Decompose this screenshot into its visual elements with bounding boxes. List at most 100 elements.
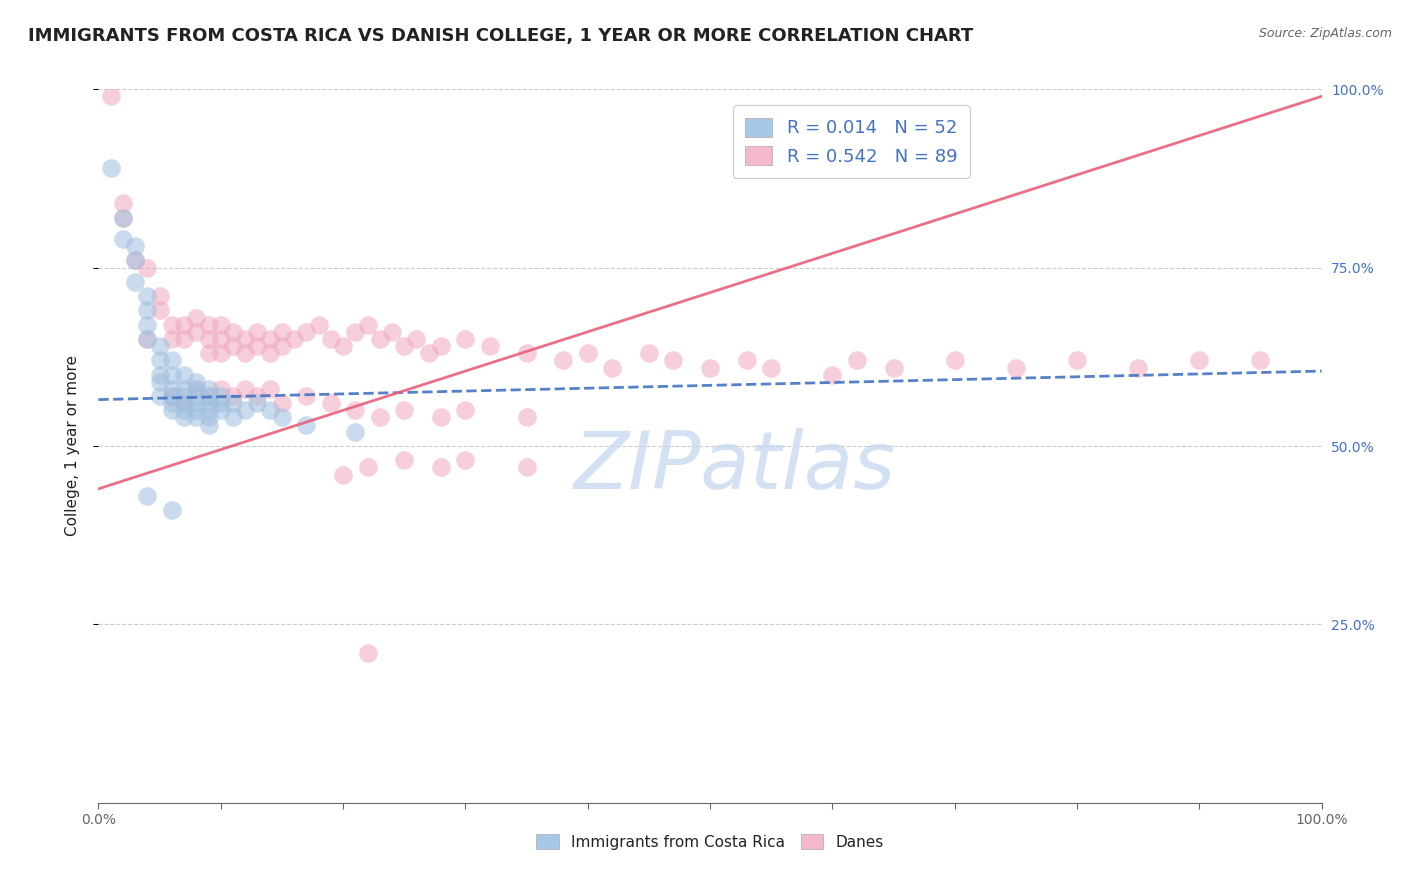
Point	[173, 318, 195, 332]
Point	[295, 325, 318, 339]
Point	[186, 310, 208, 325]
Point	[160, 368, 183, 382]
Point	[149, 368, 172, 382]
Point	[392, 403, 416, 417]
Point	[160, 353, 183, 368]
Point	[430, 339, 453, 353]
Point	[209, 346, 232, 360]
Point	[515, 410, 537, 425]
Point	[368, 410, 391, 425]
Point	[1188, 353, 1211, 368]
Point	[100, 89, 122, 103]
Point	[197, 389, 219, 403]
Point	[197, 346, 219, 360]
Point	[124, 253, 146, 268]
Point	[332, 467, 354, 482]
Point	[124, 275, 146, 289]
Point	[270, 410, 294, 425]
Point	[209, 389, 232, 403]
Point	[259, 332, 281, 346]
Point	[222, 396, 245, 410]
Point	[1004, 360, 1026, 375]
Point	[418, 346, 440, 360]
Point	[553, 353, 575, 368]
Point	[662, 353, 685, 368]
Point	[638, 346, 661, 360]
Point	[197, 403, 219, 417]
Point	[392, 453, 416, 467]
Point	[344, 425, 367, 439]
Point	[197, 332, 219, 346]
Point	[821, 368, 844, 382]
Point	[173, 403, 195, 417]
Point	[197, 410, 219, 425]
Point	[576, 346, 599, 360]
Point	[246, 325, 269, 339]
Point	[761, 360, 783, 375]
Point	[160, 318, 183, 332]
Point	[259, 403, 281, 417]
Text: Source: ZipAtlas.com: Source: ZipAtlas.com	[1258, 27, 1392, 40]
Point	[270, 396, 294, 410]
Point	[124, 239, 146, 253]
Point	[368, 332, 391, 346]
Point	[845, 353, 868, 368]
Point	[209, 396, 232, 410]
Point	[173, 396, 195, 410]
Point	[173, 396, 195, 410]
Point	[209, 382, 232, 396]
Point	[246, 396, 269, 410]
Point	[173, 368, 195, 382]
Point	[149, 303, 172, 318]
Point	[197, 417, 219, 432]
Point	[111, 232, 134, 246]
Point	[356, 646, 378, 660]
Point	[283, 332, 305, 346]
Point	[111, 211, 134, 225]
Point	[381, 325, 404, 339]
Point	[111, 196, 134, 211]
Point	[160, 382, 183, 396]
Point	[160, 503, 183, 517]
Point	[186, 382, 208, 396]
Point	[699, 360, 721, 375]
Point	[295, 389, 318, 403]
Point	[319, 332, 342, 346]
Point	[136, 303, 159, 318]
Point	[209, 318, 232, 332]
Point	[392, 339, 416, 353]
Point	[149, 353, 172, 368]
Point	[600, 360, 623, 375]
Point	[136, 260, 159, 275]
Text: IMMIGRANTS FROM COSTA RICA VS DANISH COLLEGE, 1 YEAR OR MORE CORRELATION CHART: IMMIGRANTS FROM COSTA RICA VS DANISH COL…	[28, 27, 973, 45]
Point	[186, 389, 208, 403]
Point	[515, 346, 537, 360]
Point	[197, 389, 219, 403]
Point	[186, 410, 208, 425]
Point	[222, 339, 245, 353]
Point	[160, 389, 183, 403]
Point	[943, 353, 966, 368]
Point	[209, 403, 232, 417]
Point	[124, 253, 146, 268]
Point	[197, 382, 219, 396]
Point	[160, 403, 183, 417]
Point	[478, 339, 501, 353]
Point	[149, 289, 172, 303]
Point	[160, 332, 183, 346]
Point	[405, 332, 427, 346]
Point	[111, 211, 134, 225]
Point	[1066, 353, 1088, 368]
Point	[222, 389, 245, 403]
Point	[332, 339, 354, 353]
Point	[233, 403, 256, 417]
Point	[735, 353, 758, 368]
Point	[186, 325, 208, 339]
Point	[1249, 353, 1271, 368]
Legend: Immigrants from Costa Rica, Danes: Immigrants from Costa Rica, Danes	[530, 828, 890, 855]
Point	[344, 403, 367, 417]
Point	[197, 396, 219, 410]
Point	[246, 389, 269, 403]
Point	[883, 360, 905, 375]
Point	[136, 318, 159, 332]
